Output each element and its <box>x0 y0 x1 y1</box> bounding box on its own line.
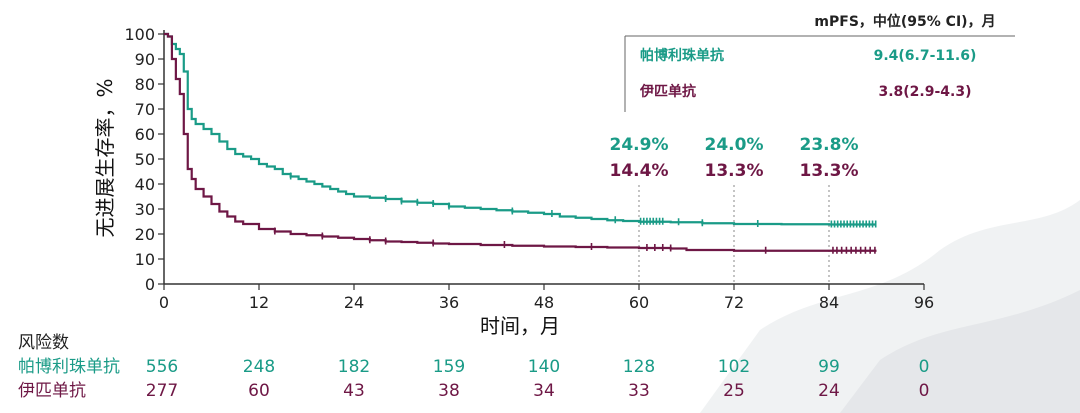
legend-box: mPFS，中位(95% CI)，月 帕博利珠单抗 9.4(6.7-11.6) 伊… <box>624 13 1015 112</box>
risk-value: 24 <box>818 381 840 401</box>
legend-row-value: 9.4(6.7-11.6) <box>874 48 977 64</box>
annotation-top: 24.0% <box>705 135 764 155</box>
risk-numbers: 556 248 182 159 140 128 102 99 0 277 60 43 38 34 33 25 2… <box>146 357 930 401</box>
x-tick-label: 72 <box>724 293 744 312</box>
risk-value: 60 <box>248 381 270 401</box>
risk-value: 99 <box>818 357 840 377</box>
x-tick-label: 12 <box>249 293 269 312</box>
y-tick-label: 50 <box>135 150 155 169</box>
risk-value: 34 <box>533 381 555 401</box>
annotation-top: 23.8% <box>800 135 859 155</box>
series-group <box>164 32 877 254</box>
y-tick-label: 80 <box>135 75 155 94</box>
risk-value: 25 <box>723 381 745 401</box>
annotation-top: 24.9% <box>610 135 669 155</box>
risk-value: 0 <box>919 381 930 401</box>
y-tick-label: 0 <box>145 275 155 294</box>
risk-table-title: 风险数 <box>18 333 69 353</box>
survival-curve <box>164 32 877 226</box>
x-tick-label: 60 <box>629 293 649 312</box>
x-axis-title: 时间，月 <box>480 314 560 338</box>
y-tick-label: 30 <box>135 200 155 219</box>
legend-header: mPFS，中位(95% CI)，月 <box>814 13 995 30</box>
y-tick-label: 10 <box>135 250 155 269</box>
survival-curve <box>164 32 877 252</box>
x-tick-label: 84 <box>819 293 839 312</box>
risk-value: 159 <box>433 357 465 377</box>
y-tick-label: 90 <box>135 50 155 69</box>
risk-value: 182 <box>338 357 370 377</box>
x-tick-label: 0 <box>159 293 169 312</box>
annotation-bottom: 14.4% <box>610 161 669 181</box>
risk-value: 277 <box>146 381 178 401</box>
landmark-lines <box>638 185 830 284</box>
risk-value: 140 <box>528 357 560 377</box>
risk-value: 0 <box>919 357 930 377</box>
risk-row-label: 伊匹单抗 <box>18 381 86 401</box>
annotation-bottom: 13.3% <box>705 161 764 181</box>
risk-value: 102 <box>718 357 750 377</box>
legend-row-label: 帕博利珠单抗 <box>640 47 724 64</box>
y-axis-title: 无进展生存率，% <box>93 78 117 237</box>
background-mist <box>700 200 1080 413</box>
risk-value: 33 <box>628 381 650 401</box>
y-tick-label: 100 <box>124 25 155 44</box>
x-tick-label: 96 <box>914 293 934 312</box>
y-tick-label: 20 <box>135 225 155 244</box>
risk-table: 风险数 帕博利珠单抗 伊匹单抗 556 248 182 159 140 128 102 99 0… <box>18 333 929 401</box>
risk-value: 43 <box>343 381 365 401</box>
x-tick-label: 24 <box>344 293 364 312</box>
annotation-bottom: 13.3% <box>800 161 859 181</box>
risk-value: 248 <box>243 357 275 377</box>
axes: 0 10 20 30 40 50 60 70 80 90 100 0 12 24 36 48 60 72 84 96 <box>124 25 934 312</box>
risk-value: 128 <box>623 357 655 377</box>
y-tick-label: 40 <box>135 175 155 194</box>
mist-hill <box>840 290 1080 413</box>
y-tick-label: 70 <box>135 100 155 119</box>
risk-row-label: 帕博利珠单抗 <box>18 357 120 377</box>
y-tick-label: 60 <box>135 125 155 144</box>
legend-row-value: 3.8(2.9-4.3) <box>878 84 971 100</box>
x-tick-label: 36 <box>439 293 459 312</box>
annotations: 24.9% 14.4% 24.0% 13.3% 23.8% 13.3% <box>610 135 859 181</box>
risk-value: 38 <box>438 381 460 401</box>
x-tick-label: 48 <box>534 293 554 312</box>
legend-row-label: 伊匹单抗 <box>639 83 696 100</box>
risk-value: 556 <box>146 357 178 377</box>
